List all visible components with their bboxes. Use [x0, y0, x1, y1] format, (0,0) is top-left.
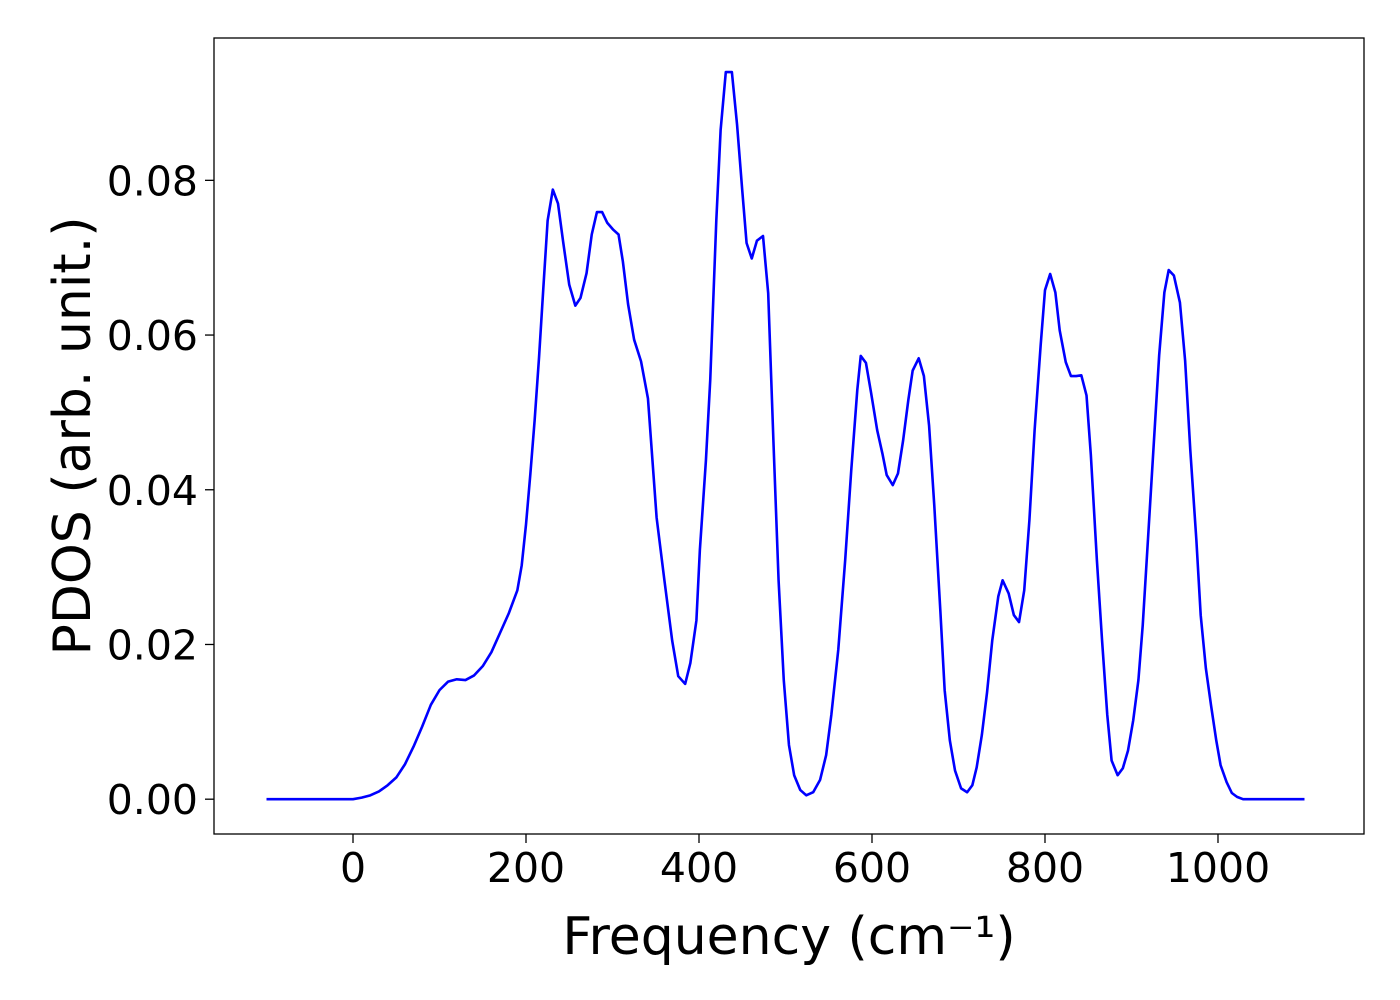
y-axis-label: PDOS (arb. unit.)	[43, 216, 103, 655]
data-line	[266, 70, 1305, 801]
x-tick-label: 1000	[1166, 844, 1270, 892]
y-tick-label: 0.04	[107, 467, 198, 515]
x-tick-label: 400	[660, 844, 738, 892]
y-tick-label: 0.02	[107, 621, 198, 669]
y-tick-label: 0.08	[107, 157, 198, 205]
y-tick-label: 0.00	[107, 776, 198, 824]
x-tick-label: 800	[1006, 844, 1084, 892]
plot-frame	[213, 37, 1365, 835]
x-axis-label: Frequency (cm⁻¹)	[562, 907, 1015, 967]
x-tick-label: 0	[340, 844, 366, 892]
x-tick-label: 600	[833, 844, 911, 892]
x-tick-label: 200	[487, 844, 565, 892]
y-tick-label: 0.06	[107, 312, 198, 360]
